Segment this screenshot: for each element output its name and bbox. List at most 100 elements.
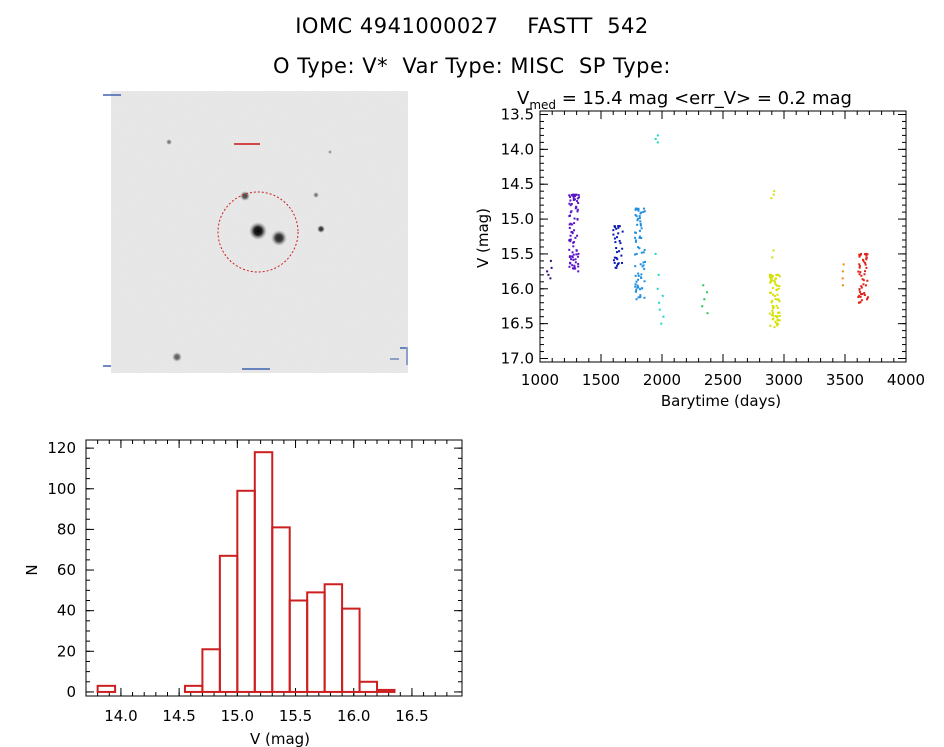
lc-data-point	[574, 261, 577, 264]
histogram-bar	[376, 688, 396, 693]
lc-data-point	[769, 276, 772, 279]
lc-data-point	[576, 200, 579, 203]
lc-xtick-label: 3500	[826, 371, 864, 389]
lc-data-point	[771, 307, 774, 310]
lc-data-point	[621, 230, 624, 233]
histogram-bar	[306, 591, 326, 693]
hist-ylabel: N	[23, 564, 41, 575]
lc-data-point	[637, 272, 640, 275]
lc-data-point	[634, 231, 637, 234]
lc-data-point	[639, 212, 642, 215]
lc-data-point	[547, 273, 550, 276]
lc-data-point	[703, 298, 706, 301]
lc-data-point	[775, 304, 778, 307]
hist-xtick-label: 14.0	[104, 707, 137, 725]
lc-data-point	[568, 248, 571, 251]
lc-data-point	[639, 224, 642, 227]
lc-data-point	[639, 220, 642, 223]
hist-xtick-label: 16.5	[395, 707, 428, 725]
lc-data-point	[635, 288, 638, 291]
lc-data-point	[550, 266, 553, 269]
lc-data-point	[615, 236, 618, 239]
lc-data-point	[656, 134, 659, 137]
lc-data-point	[778, 285, 781, 288]
lc-data-point	[658, 308, 661, 311]
field-star	[313, 192, 319, 198]
lc-data-point	[634, 236, 637, 239]
lc-data-point	[770, 278, 773, 281]
lc-data-point	[637, 278, 640, 281]
lc-data-point	[568, 202, 571, 205]
hist-ytick-label: 60	[57, 561, 76, 579]
lc-data-point	[574, 207, 577, 210]
lc-data-point	[616, 263, 619, 266]
lc-data-point	[635, 215, 638, 218]
lc-data-point	[638, 215, 641, 218]
lc-data-point	[570, 203, 573, 206]
target-label	[234, 143, 260, 145]
lc-data-point	[571, 267, 574, 270]
lc-data-point	[576, 197, 579, 200]
lc-data-point	[865, 258, 868, 261]
lc-data-point	[569, 262, 572, 265]
lc-data-point	[634, 240, 637, 243]
lc-data-point	[576, 234, 579, 237]
lc-data-point	[776, 306, 779, 309]
lc-data-point	[635, 207, 638, 210]
lc-data-point	[572, 253, 575, 256]
lc-data-point	[865, 254, 868, 257]
lc-data-point	[572, 245, 575, 248]
lc-data-point	[860, 299, 863, 302]
scale-label	[242, 368, 270, 370]
lc-data-point	[654, 137, 657, 140]
field-star	[166, 139, 172, 145]
lc-data-point	[771, 276, 774, 279]
lc-data-point	[643, 296, 646, 299]
field-star	[317, 225, 325, 233]
lc-data-point	[634, 274, 637, 277]
lc-data-point	[771, 256, 774, 259]
lc-data-point	[772, 293, 775, 296]
field-star	[172, 352, 182, 362]
lc-data-point	[637, 246, 640, 249]
lc-data-point	[769, 281, 772, 284]
lc-data-point	[615, 247, 618, 250]
lc-data-point	[621, 261, 624, 264]
lc-data-point	[778, 275, 781, 278]
lc-data-point	[772, 311, 775, 314]
lc-ytick-label: 16.0	[501, 280, 534, 298]
corner-label	[400, 347, 406, 349]
hist-plot-frame	[85, 439, 463, 697]
lc-data-point	[572, 197, 575, 200]
corner-label	[103, 365, 111, 367]
histogram-bar	[253, 451, 274, 693]
lc-data-point	[778, 319, 781, 322]
lc-data-point	[621, 247, 624, 250]
lc-data-point	[857, 301, 860, 304]
lc-data-point	[861, 278, 864, 281]
lc-data-point	[860, 293, 863, 296]
lc-data-point	[778, 311, 781, 314]
lc-data-point	[638, 217, 641, 220]
histogram-bar	[201, 648, 221, 693]
lc-data-point	[773, 281, 776, 284]
lc-data-point	[860, 252, 863, 255]
lc-data-point	[616, 251, 619, 254]
hist-xlabel: V (mag)	[250, 730, 310, 747]
lc-data-point	[865, 266, 868, 269]
lc-data-point	[858, 266, 861, 269]
lc-data-point	[549, 277, 552, 280]
lc-data-point	[570, 223, 573, 226]
lc-data-point	[642, 261, 645, 264]
lc-data-point	[616, 264, 619, 267]
lc-data-point	[860, 285, 863, 288]
lc-data-point	[568, 215, 571, 218]
lc-data-point	[771, 318, 774, 321]
hist-ytick-label: 100	[47, 480, 76, 498]
lc-data-point	[859, 291, 862, 294]
lc-data-point	[639, 294, 642, 297]
lc-data-point	[614, 241, 617, 244]
lc-data-point	[637, 286, 640, 289]
lc-data-point	[613, 256, 616, 259]
